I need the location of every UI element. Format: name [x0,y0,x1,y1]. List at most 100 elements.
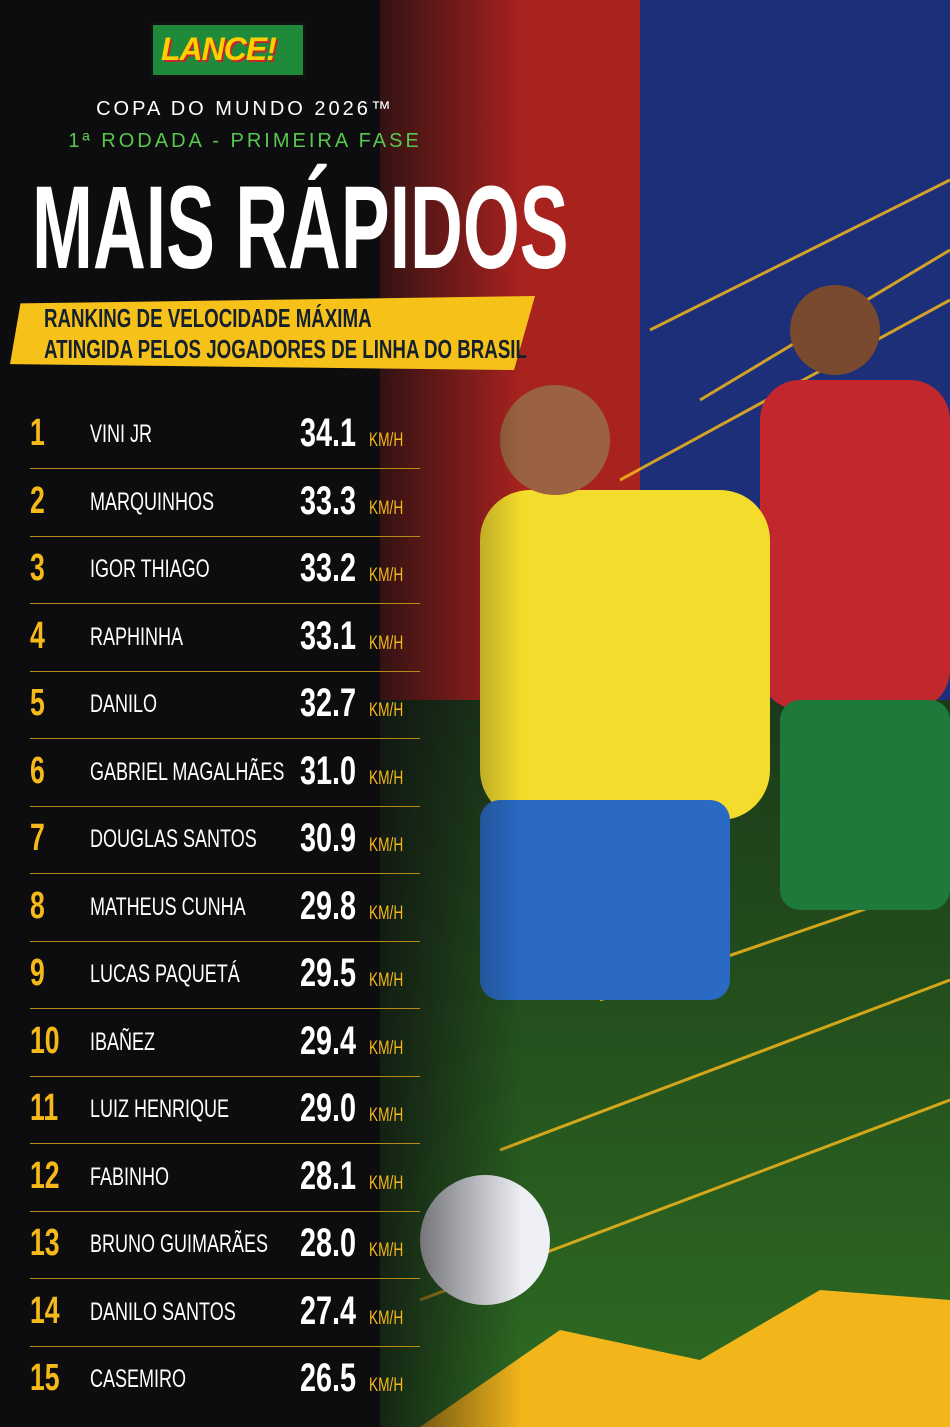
speed-text: 29.0 [300,1086,357,1130]
rank: 1 [30,412,70,455]
player-name: DOUGLAS SANTOS [90,825,322,854]
speed-text: 28.0 [300,1221,357,1265]
unit-text: KM/H [369,565,404,586]
rank-text: 6 [30,749,45,792]
row-separator [30,1345,420,1347]
speed-text: 33.2 [300,546,357,590]
unit-text: KM/H [369,497,404,519]
rank-text: 8 [30,884,45,927]
speed: 26.5 [300,1356,378,1401]
player-name: MATHEUS CUNHA [90,893,306,922]
rank: 4 [30,615,70,658]
player-name-text: CASEMIRO [90,1365,187,1393]
unit: KM/H [369,1240,417,1262]
speed-text: 30.9 [300,816,357,860]
speed: 30.9 [300,816,378,861]
player-name: IBAÑEZ [90,1028,180,1057]
row-separator [30,738,420,739]
row-separator [30,670,420,672]
rank: 8 [30,885,70,928]
rank: 15 [30,1357,70,1400]
row-separator [30,873,420,874]
player-name: CASEMIRO [90,1365,223,1394]
rank: 13 [30,1222,70,1265]
row-separator [30,535,420,537]
player-name-text: DOUGLAS SANTOS [90,825,257,853]
speed-text: 28.1 [300,1153,357,1198]
unit-text: KM/H [369,1307,404,1329]
speed-text: 27.4 [300,1288,357,1333]
unit-text: KM/H [369,430,404,451]
subtitle-text: ATINGIDA PELOS JOGADORES DE LINHA DO BRA… [44,334,527,364]
speed: 33.3 [300,479,378,524]
speed-text: 31.0 [300,748,357,793]
unit-text: KM/H [369,632,404,654]
rank-text: 2 [30,479,45,522]
speed-text: 34.1 [300,411,357,455]
speed-text: 33.1 [300,613,357,658]
speed-text: 29.8 [300,883,357,928]
unit: KM/H [369,565,417,587]
player-name: LUIZ HENRIQUE [90,1095,283,1124]
row-separator [30,1210,420,1212]
player-name: MARQUINHOS [90,488,262,517]
rank: 14 [30,1290,70,1333]
speed-text: 32.7 [300,681,357,725]
unit-text: KM/H [369,1375,404,1396]
logo-text: LANCE! [161,31,277,67]
row-separator [30,603,420,604]
competition: COPA DO MUNDO 2026™ [96,98,394,120]
player-name: FABINHO [90,1163,200,1192]
player-name: VINI JR [90,420,176,449]
player-name: LUCAS PAQUETÁ [90,960,298,989]
row-separator [30,805,420,807]
speed-text: 29.4 [300,1018,357,1063]
row-separator [30,1008,420,1009]
rank-text: 15 [30,1357,60,1399]
unit-text: KM/H [369,970,404,991]
unit-text: KM/H [369,767,404,789]
unit-text: KM/H [369,902,404,924]
rank: 7 [30,817,70,860]
rank-text: 12 [30,1154,60,1197]
player-name-text: FABINHO [90,1162,170,1191]
speed: 28.1 [300,1154,378,1199]
row-separator [30,1075,420,1077]
unit: KM/H [369,1173,417,1195]
player-name-text: LUIZ HENRIQUE [90,1095,230,1123]
rank: 6 [30,750,70,793]
rank-text: 3 [30,547,45,589]
rank: 2 [30,480,70,523]
title: MAIS RÁPIDOS [32,160,897,296]
player-name-text: VINI JR [90,420,153,448]
unit: KM/H [369,835,417,857]
round: 1ª RODADA - PRIMEIRA FASE [68,130,422,152]
rank: 11 [30,1087,70,1130]
unit: KM/H [369,1105,417,1127]
unit: KM/H [369,633,417,655]
unit-text: KM/H [369,1105,404,1126]
rank: 5 [30,682,70,725]
player-name-text: MATHEUS CUNHA [90,892,246,921]
row-separator [30,1278,420,1279]
player-name-text: RAPHINHA [90,622,184,651]
player-name-text: MARQUINHOS [90,487,215,516]
rank: 10 [30,1020,70,1063]
logo: LANCE! [150,22,306,78]
speed: 33.1 [300,614,378,659]
row-separator [30,940,420,942]
unit-text: KM/H [369,1172,404,1194]
unit: KM/H [369,768,417,790]
player-name: DANILO SANTOS [90,1298,292,1327]
player-name-text: IGOR THIAGO [90,555,210,583]
rank-text: 4 [30,614,45,657]
player-name-text: DANILO SANTOS [90,1297,236,1326]
player-name: IGOR THIAGO [90,555,256,584]
unit: KM/H [369,903,417,925]
speed-text: 29.5 [300,951,357,995]
row-separator [30,468,420,469]
player-name: RAPHINHA [90,623,219,652]
rank-text: 1 [30,412,45,454]
unit-text: KM/H [369,835,404,856]
